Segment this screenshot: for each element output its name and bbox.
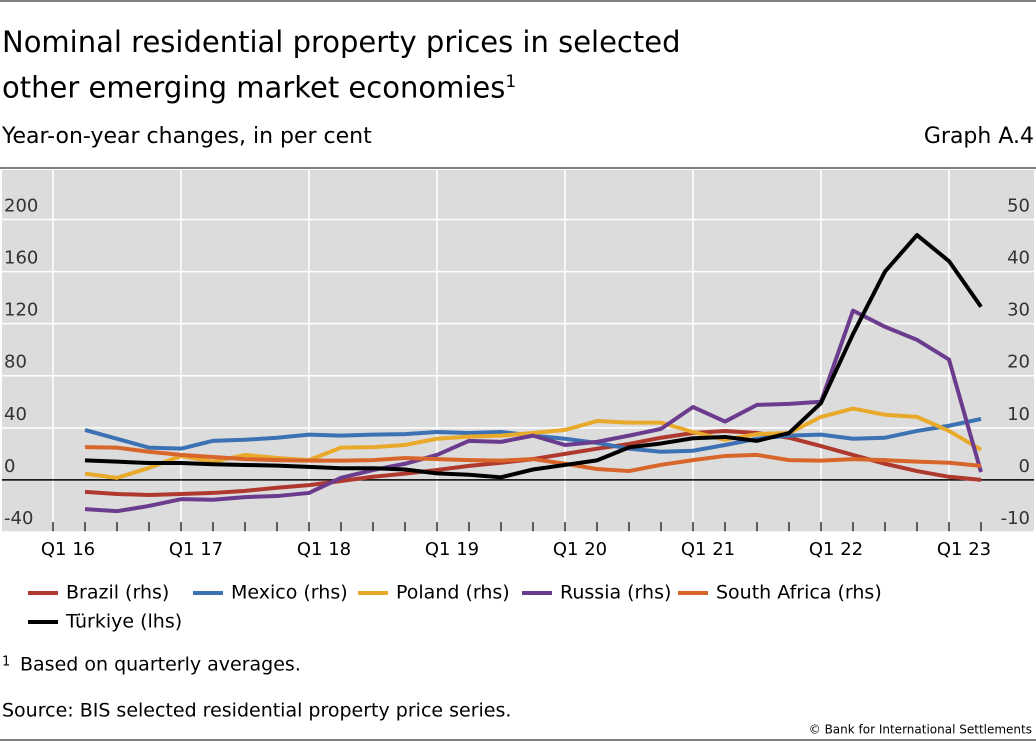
chart-title-block: Nominal residential property prices in s… xyxy=(2,22,742,108)
series-line xyxy=(84,445,982,474)
legend-label: Poland (rhs) xyxy=(396,582,510,604)
y2-tick-label: 40 xyxy=(1007,248,1030,269)
x-tick-label: Q1 19 xyxy=(425,539,479,560)
x-tick-label: Q1 18 xyxy=(297,539,351,560)
plot-area xyxy=(2,170,1034,532)
x-tick-label: Q1 23 xyxy=(937,539,991,560)
series-line xyxy=(84,308,983,514)
y2-tick-label: 0 xyxy=(1019,456,1030,477)
footnote: Based on quarterly averages. xyxy=(20,654,301,676)
y2-tick-label: -10 xyxy=(1001,508,1030,529)
graph-label: Graph A.4 xyxy=(924,124,1034,149)
legend-label: Türkiye (lhs) xyxy=(65,611,182,633)
y-tick-label: 80 xyxy=(4,352,27,373)
series-line xyxy=(84,233,983,480)
title-note: 1 xyxy=(505,72,517,92)
y-tick-label: 40 xyxy=(4,404,27,425)
footnote-marker: 1 xyxy=(2,655,10,670)
chart-subtitle: Year-on-year changes, in per cent xyxy=(1,124,372,149)
legend-label: South Africa (rhs) xyxy=(716,582,882,604)
y-tick-label: 200 xyxy=(4,195,38,216)
x-tick-label: Q1 17 xyxy=(169,539,223,560)
source: Source: BIS selected residential propert… xyxy=(2,700,511,722)
x-tick-label: Q1 22 xyxy=(809,539,863,560)
legend-label: Brazil (rhs) xyxy=(66,582,169,604)
y-tick-label: -40 xyxy=(4,508,33,529)
y-tick-label: 160 xyxy=(4,248,38,269)
legend-label: Mexico (rhs) xyxy=(231,582,348,604)
y-tick-label: 120 xyxy=(4,300,38,321)
y2-tick-label: 10 xyxy=(1007,404,1030,425)
x-tick-label: Q1 16 xyxy=(41,539,95,560)
y-tick-label: 0 xyxy=(4,456,15,477)
chart-title: Nominal residential property prices in s… xyxy=(2,25,681,105)
copyright: © Bank for International Settlements xyxy=(809,723,1032,737)
y2-tick-label: 20 xyxy=(1007,352,1030,373)
legend-label: Russia (rhs) xyxy=(560,582,671,604)
x-tick-label: Q1 20 xyxy=(553,539,607,560)
y2-tick-label: 50 xyxy=(1007,195,1030,216)
x-tick-label: Q1 21 xyxy=(681,539,735,560)
y2-tick-label: 30 xyxy=(1007,300,1030,321)
